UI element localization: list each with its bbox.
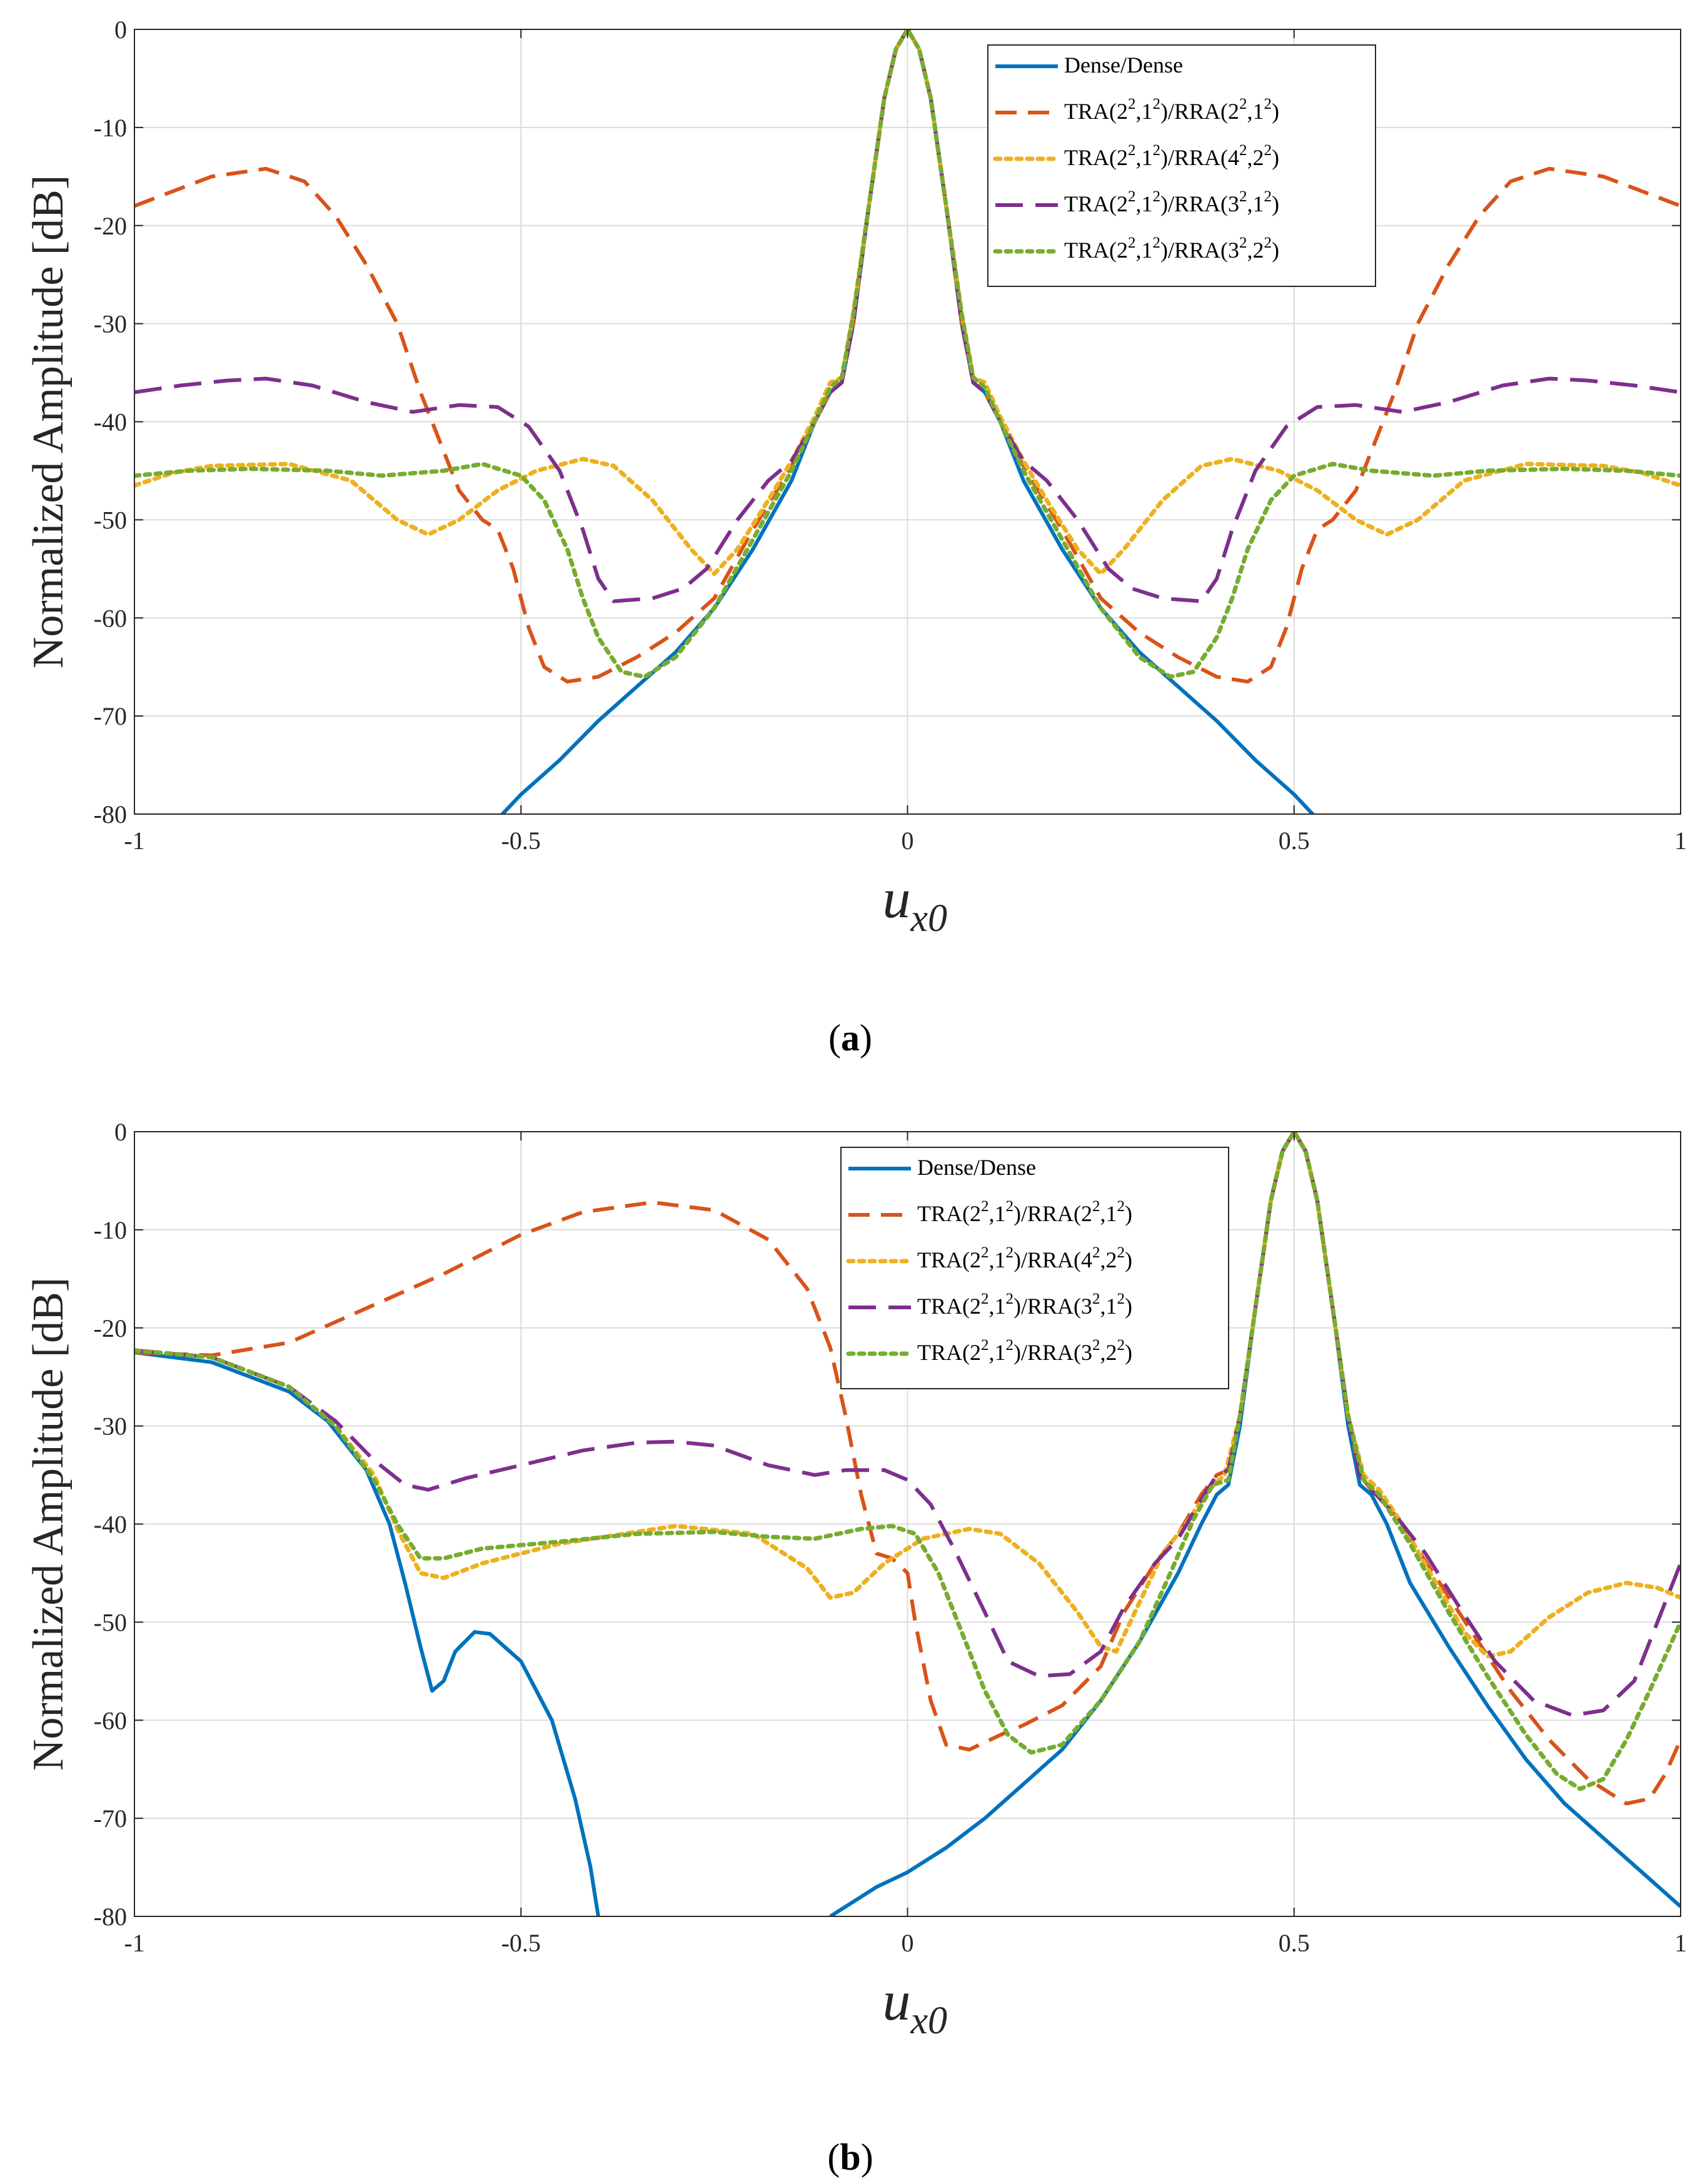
- y-tick-label: -80: [94, 1903, 127, 1931]
- legend-label: TRA(22,12)/RRA(32,22): [917, 1337, 1132, 1365]
- y-tick-label: 0: [114, 1118, 127, 1146]
- series-line: [134, 29, 1681, 679]
- series-line: [134, 29, 1681, 603]
- legend-label: TRA(22,12)/RRA(42,22): [917, 1244, 1132, 1272]
- x-tick-label: -1: [124, 1929, 144, 1957]
- legend-label: Dense/Dense: [1064, 53, 1183, 78]
- series-line: [134, 29, 1681, 814]
- legend-box: [840, 1147, 1229, 1389]
- x-tick-label: 0: [902, 827, 914, 855]
- y-tick-label: -70: [94, 1804, 127, 1833]
- caption-a: (a): [828, 1017, 872, 1059]
- series-group: [134, 1132, 1681, 1916]
- y-tick-label: -20: [94, 1314, 127, 1342]
- x-tick-label: 1: [1674, 1929, 1687, 1957]
- legend-label: TRA(22,12)/RRA(22,12): [917, 1198, 1132, 1226]
- series-line: [134, 29, 1681, 576]
- y-tick-label: -20: [94, 212, 127, 240]
- caption-a-letter: a: [841, 1017, 860, 1059]
- y-tick-label: -50: [94, 1608, 127, 1636]
- legend-box: [987, 44, 1376, 287]
- x-tick-label: -0.5: [501, 1929, 541, 1957]
- series-line: [134, 1132, 1681, 1791]
- y-tick-label: -30: [94, 1412, 127, 1441]
- x-axis-label: ux0: [883, 868, 948, 940]
- y-tick-label: -30: [94, 310, 127, 338]
- x-tick-label: 0.5: [1279, 1929, 1310, 1957]
- x-tick-label: -0.5: [501, 827, 541, 855]
- y-axis-label: Normalized Amplitude [dB]: [24, 175, 73, 668]
- y-tick-label: -10: [94, 114, 127, 142]
- y-tick-label: -70: [94, 702, 127, 730]
- x-tick-label: 0: [902, 1929, 914, 1957]
- legend-label: TRA(22,12)/RRA(32,12): [1064, 188, 1279, 216]
- y-tick-label: 0: [114, 16, 127, 44]
- y-tick-label: -40: [94, 1511, 127, 1539]
- chart-panel-b: 0 -10 -20 -30 -40 -50 -60 -70 -80-1 -0.5 0 0.5 1 Norm…: [24, 1118, 1687, 2042]
- caption-b-letter: b: [840, 2136, 860, 2178]
- legend-label: TRA(22,12)/RRA(42,22): [1064, 142, 1279, 170]
- series-line: [134, 29, 1681, 684]
- legend-label: TRA(22,12)/RRA(32,12): [917, 1291, 1132, 1319]
- y-tick-label: -80: [94, 800, 127, 828]
- legend: Dense/Dense TRA(22,12)/RRA(22,12) TRA(22,1…: [840, 1147, 1229, 1389]
- y-tick-label: -10: [94, 1216, 127, 1244]
- legend: Dense/Dense TRA(22,12)/RRA(22,12) TRA(22,1…: [987, 44, 1376, 287]
- series-line: [134, 1132, 1681, 1718]
- legend-label: TRA(22,12)/RRA(22,12): [1064, 96, 1279, 124]
- series-group: [134, 29, 1681, 814]
- legend-label: TRA(22,12)/RRA(32,22): [1064, 234, 1279, 263]
- y-tick-label: -60: [94, 604, 127, 632]
- chart-panel-a: 0 -10 -20 -30 -40 -50 -60 -70 -80-1 -0.5 0 0.5 1 Norm…: [24, 16, 1687, 940]
- y-tick-label: -60: [94, 1706, 127, 1734]
- y-tick-label: -50: [94, 506, 127, 534]
- x-tick-label: 1: [1674, 827, 1687, 855]
- x-tick-label: -1: [124, 827, 144, 855]
- legend-label: Dense/Dense: [917, 1155, 1036, 1180]
- caption-b: (b): [827, 2136, 873, 2178]
- x-axis-label: ux0: [883, 1970, 948, 2042]
- y-tick-label: -40: [94, 408, 127, 436]
- x-tick-label: 0.5: [1279, 827, 1310, 855]
- y-axis-label: Normalized Amplitude [dB]: [24, 1277, 73, 1771]
